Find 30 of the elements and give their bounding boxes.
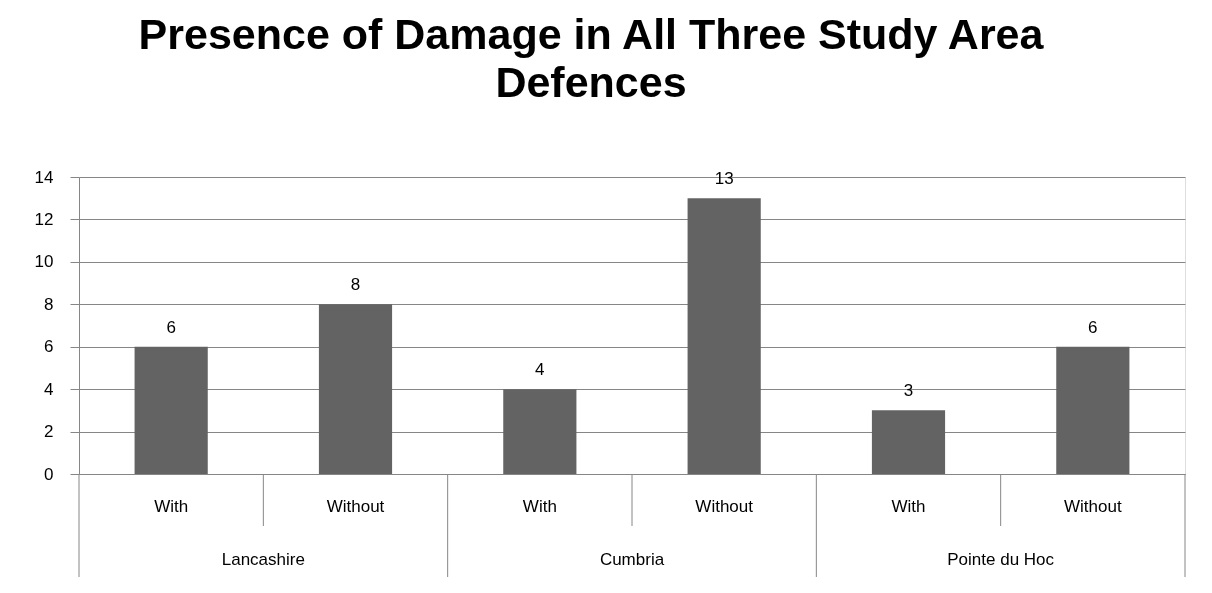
bar	[1056, 346, 1130, 474]
x-tick-label: Without	[695, 496, 754, 516]
data-label: 3	[903, 381, 914, 401]
text: Cumbria	[599, 550, 665, 569]
x-tick-label: With	[154, 496, 189, 516]
x-tick-label: Without	[326, 496, 385, 516]
text: Lancashire	[221, 550, 305, 569]
y-tick-label: 8	[44, 294, 54, 314]
y-tick-label: 2	[44, 422, 54, 442]
data-label: 8	[350, 275, 361, 295]
x-tick-label: With	[891, 496, 926, 516]
data-label: 4	[535, 360, 545, 380]
data-label: 6	[166, 317, 176, 337]
x-tick-label: With	[522, 496, 557, 516]
y-tick-label: 4	[44, 379, 54, 399]
y-tick-label: 10	[34, 252, 54, 272]
bar	[318, 304, 393, 474]
y-tick-label: 0	[44, 464, 54, 484]
data-label: 6	[1088, 317, 1098, 337]
text: Pointe du Hoc	[947, 550, 1055, 569]
bar	[503, 389, 577, 474]
y-tick-label: 6	[44, 337, 54, 357]
y-tick-label: 12	[34, 209, 54, 229]
y-tick-label: 14	[34, 167, 54, 187]
chart-title: Presence of Damage in All Three Study Area Defences	[138, 10, 1045, 106]
bar	[871, 410, 946, 474]
bar	[687, 198, 761, 474]
bar	[134, 346, 208, 474]
x-tick-label: Without	[1064, 496, 1122, 516]
data-label: 13	[714, 169, 734, 189]
